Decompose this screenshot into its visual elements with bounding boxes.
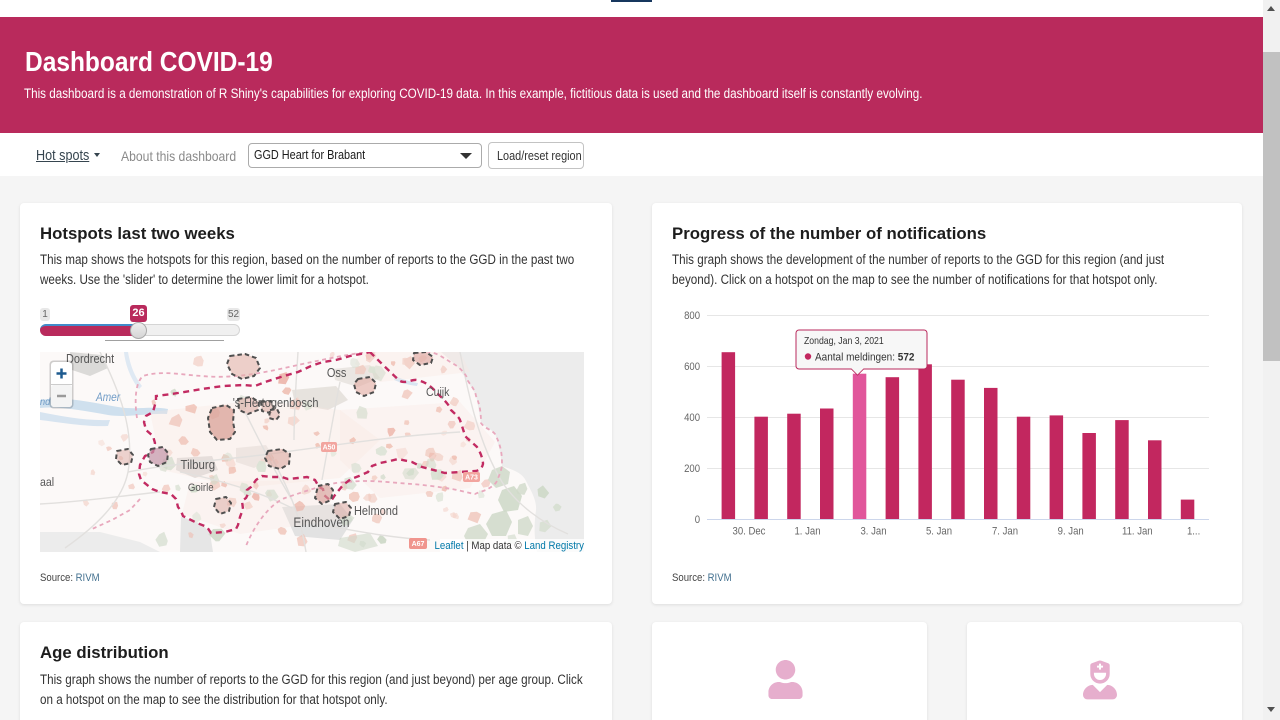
svg-text:Zondag, Jan 3, 2021: Zondag, Jan 3, 2021: [804, 335, 884, 346]
svg-text:Eindhoven: Eindhoven: [293, 514, 349, 530]
svg-text:3. Jan: 3. Jan: [860, 526, 886, 538]
svg-text:A50: A50: [323, 445, 336, 452]
svg-text:Helmond: Helmond: [354, 504, 398, 518]
svg-text:'s-Hertogenbosch: 's-Hertogenbosch: [233, 396, 319, 410]
svg-text:A73: A73: [465, 475, 478, 482]
svg-text:30. Dec: 30. Dec: [733, 526, 766, 538]
svg-text:Leaflet | Map data © Land Regi: Leaflet | Map data © Land Registry: [434, 541, 584, 552]
svg-text:1. Jan: 1. Jan: [794, 526, 820, 538]
svg-text:1...: 1...: [1187, 526, 1200, 538]
svg-text:Goirle: Goirle: [188, 483, 214, 495]
svg-text:aal: aal: [40, 476, 54, 489]
svg-text:9. Jan: 9. Jan: [1058, 526, 1084, 538]
svg-text:nd: nd: [40, 397, 51, 409]
svg-text:Amer: Amer: [95, 391, 120, 404]
svg-text:200: 200: [684, 463, 700, 475]
svg-text:11. Jan: 11. Jan: [1122, 526, 1153, 538]
svg-text:400: 400: [684, 412, 700, 424]
svg-text:Tilburg: Tilburg: [181, 457, 216, 472]
svg-text:800: 800: [684, 310, 700, 322]
svg-text:Cuijk: Cuijk: [426, 386, 450, 399]
svg-text:A67: A67: [412, 541, 425, 548]
svg-text:Oss: Oss: [327, 366, 347, 380]
svg-text:Dordrecht: Dordrecht: [66, 352, 115, 366]
svg-text:600: 600: [684, 361, 700, 373]
svg-text:Aantal meldingen: 572: Aantal meldingen: 572: [815, 351, 914, 364]
svg-text:0: 0: [695, 514, 701, 526]
svg-text:7. Jan: 7. Jan: [992, 526, 1018, 538]
svg-text:5. Jan: 5. Jan: [926, 526, 952, 538]
